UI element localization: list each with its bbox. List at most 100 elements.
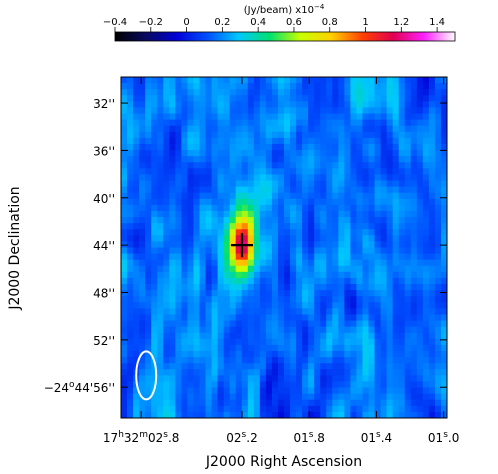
map-pixel [187, 137, 195, 145]
map-pixel [127, 174, 134, 182]
map-pixel [235, 180, 243, 188]
map-pixel [404, 125, 412, 133]
map-pixel [410, 180, 418, 188]
map-pixel [199, 387, 207, 395]
map-pixel [362, 277, 370, 285]
map-pixel [127, 381, 134, 389]
map-pixel [169, 253, 176, 261]
map-pixel [428, 405, 436, 413]
map-pixel [139, 180, 146, 188]
map-pixel [169, 77, 176, 84]
map-pixel [145, 198, 152, 206]
map-pixel [284, 271, 291, 279]
map-pixel [247, 363, 255, 370]
map-pixel [368, 113, 376, 121]
map-pixel [235, 265, 243, 273]
map-pixel [175, 107, 182, 115]
map-pixel [290, 381, 297, 389]
map-pixel [434, 253, 442, 261]
map-pixel [211, 235, 219, 243]
map-pixel [259, 107, 267, 115]
map-pixel [398, 387, 406, 395]
map-pixel [193, 131, 201, 139]
map-pixel [350, 235, 358, 243]
map-pixel [259, 351, 267, 358]
map-pixel [302, 308, 309, 316]
map-pixel [145, 223, 152, 230]
map-pixel [398, 107, 406, 115]
map-pixel [368, 332, 376, 340]
map-pixel [223, 381, 231, 389]
map-pixel [422, 338, 430, 346]
map-pixel [271, 210, 279, 218]
map-pixel [410, 332, 418, 340]
map-pixel [253, 125, 261, 133]
map-pixel [235, 119, 243, 127]
map-pixel [265, 192, 273, 200]
map-pixel [259, 338, 267, 346]
map-pixel [259, 253, 267, 261]
map-pixel [416, 344, 424, 352]
map-pixel [350, 119, 358, 127]
map-pixel [145, 265, 152, 273]
map-pixel [338, 101, 345, 109]
map-pixel [374, 95, 382, 102]
map-pixel [169, 168, 176, 176]
map-pixel [121, 271, 128, 279]
map-pixel [229, 156, 237, 163]
map-pixel [440, 168, 447, 176]
map-pixel [362, 290, 370, 297]
map-pixel [290, 204, 297, 212]
map-pixel [314, 77, 321, 84]
map-pixel [308, 296, 315, 303]
map-pixel [404, 314, 412, 322]
map-pixel [139, 131, 146, 139]
map-pixel [428, 204, 436, 212]
map-pixel [302, 77, 309, 84]
map-pixel [253, 235, 261, 243]
map-pixel [247, 338, 255, 346]
map-pixel [422, 210, 430, 218]
map-pixel [145, 302, 152, 309]
map-pixel [416, 271, 424, 279]
map-pixel [151, 156, 158, 163]
map-pixel [121, 113, 128, 121]
map-pixel [205, 308, 213, 316]
map-pixel [374, 351, 382, 358]
map-pixel [127, 223, 134, 230]
map-pixel [326, 259, 333, 267]
map-pixel [362, 143, 370, 151]
map-pixel [259, 387, 267, 395]
map-pixel [175, 156, 182, 163]
map-pixel [296, 393, 303, 401]
map-pixel [332, 143, 339, 151]
map-pixel [380, 101, 388, 109]
map-pixel [181, 229, 189, 236]
map-pixel [139, 369, 146, 376]
map-pixel [332, 265, 339, 273]
map-pixel [392, 375, 400, 383]
map-pixel [139, 381, 146, 389]
map-pixel [326, 284, 333, 291]
map-pixel [163, 113, 170, 121]
map-pixel [320, 253, 327, 261]
map-pixel [133, 338, 140, 346]
map-pixel [356, 180, 364, 188]
map-pixel [163, 192, 170, 200]
map-pixel [434, 326, 442, 334]
map-pixel [217, 357, 225, 364]
map-pixel [229, 113, 237, 121]
map-pixel [127, 271, 134, 279]
map-pixel [314, 302, 321, 309]
map-pixel [139, 357, 146, 364]
map-pixel [344, 186, 352, 194]
map-pixel [290, 89, 297, 96]
map-pixel [416, 119, 424, 127]
map-pixel [338, 253, 345, 261]
map-pixel [175, 150, 182, 157]
map-pixel [157, 320, 164, 328]
map-pixel [205, 137, 213, 145]
map-pixel [410, 131, 418, 139]
map-pixel [284, 101, 291, 109]
map-pixel [271, 296, 279, 303]
